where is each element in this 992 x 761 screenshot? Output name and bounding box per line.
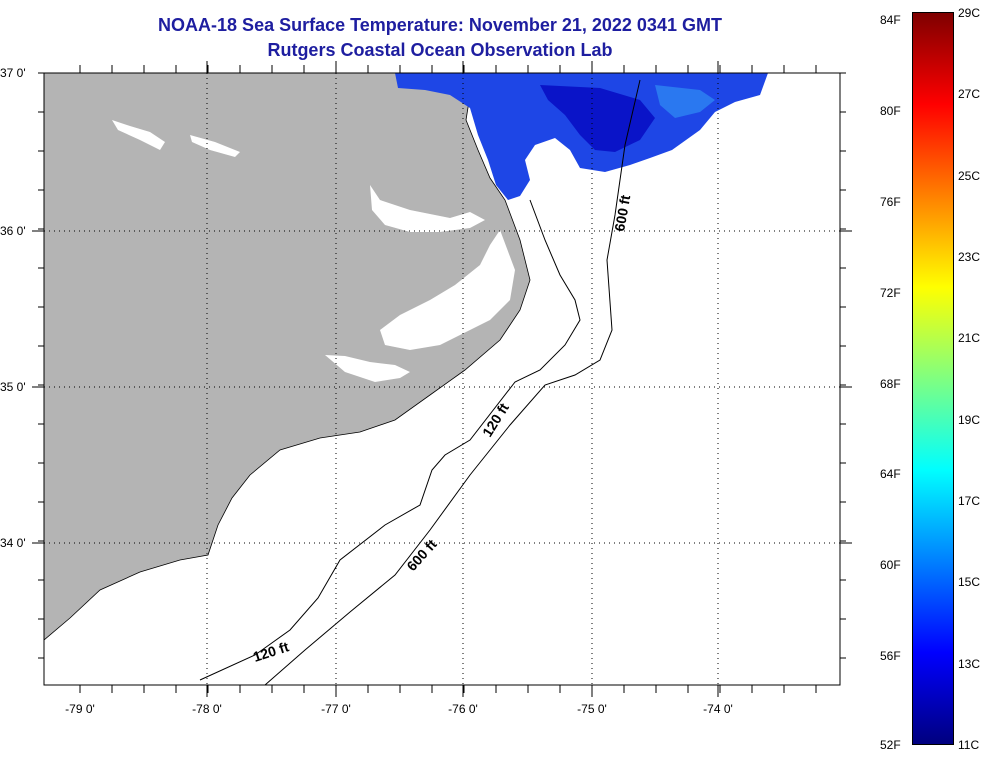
colorbar-c-label: 23C xyxy=(958,250,981,264)
colorbar-c-label: 27C xyxy=(958,87,981,101)
pamlico-sound xyxy=(380,230,515,350)
colorbar-c-label: 21C xyxy=(958,331,981,345)
map-subtitle: Rutgers Coastal Ocean Observation Lab xyxy=(267,40,613,60)
lon-label: -77 0' xyxy=(321,702,351,716)
inland-lake-east xyxy=(190,135,240,157)
lat-label: 36 0' xyxy=(0,224,26,238)
contour-label-120-mid: 120 ft xyxy=(479,400,512,440)
lon-label: -75 0' xyxy=(577,702,607,716)
graticule xyxy=(44,73,840,685)
colorbar-f-label: 60F xyxy=(880,558,901,572)
colorbar-c-label: 19C xyxy=(958,413,981,427)
lat-label: 34 0' xyxy=(0,536,26,550)
sst-patch-light xyxy=(655,85,715,118)
colorbar-c-label: 17C xyxy=(958,494,981,508)
colorbar-c-label: 29C xyxy=(958,6,981,20)
lon-label: -76 0' xyxy=(448,702,478,716)
land-mass xyxy=(43,72,531,641)
axis-ticks xyxy=(32,61,852,697)
contour-120ft xyxy=(199,199,581,681)
colorbar-f-label: 84F xyxy=(880,13,901,27)
map-frame xyxy=(43,72,841,686)
colorbar-c-label: 25C xyxy=(958,169,981,183)
colorbar-f-label: 56F xyxy=(880,649,901,663)
colorbar-f-label: 76F xyxy=(880,195,901,209)
contour-label-600-south: 600 ft xyxy=(403,536,440,574)
lon-label: -74 0' xyxy=(703,702,733,716)
colorbar-f-label: 80F xyxy=(880,104,901,118)
temperature-colorbar xyxy=(912,12,954,745)
lat-label: 35 0' xyxy=(0,380,26,394)
contour-label-600-north: 600 ft xyxy=(611,193,633,232)
colorbar-f-label: 52F xyxy=(880,738,901,752)
contour-label-120-south: 120 ft xyxy=(251,638,291,665)
lon-label: -78 0' xyxy=(192,702,222,716)
colorbar-c-label: 13C xyxy=(958,657,981,671)
colorbar-c-label: 15C xyxy=(958,575,981,589)
contour-600ft xyxy=(264,79,641,686)
sst-patch-dark xyxy=(540,85,655,152)
albemarle-sound xyxy=(370,185,485,232)
lon-label: -79 0' xyxy=(65,702,95,716)
colorbar-f-label: 64F xyxy=(880,467,901,481)
lat-label: 37 0' xyxy=(0,66,26,80)
colorbar-f-label: 68F xyxy=(880,377,901,391)
colorbar-c-label: 11C xyxy=(958,738,980,752)
map-title: NOAA-18 Sea Surface Temperature: Novembe… xyxy=(158,15,722,35)
neuse-river xyxy=(325,355,410,382)
inland-lake-west xyxy=(112,120,165,150)
colorbar-f-label: 72F xyxy=(880,286,901,300)
